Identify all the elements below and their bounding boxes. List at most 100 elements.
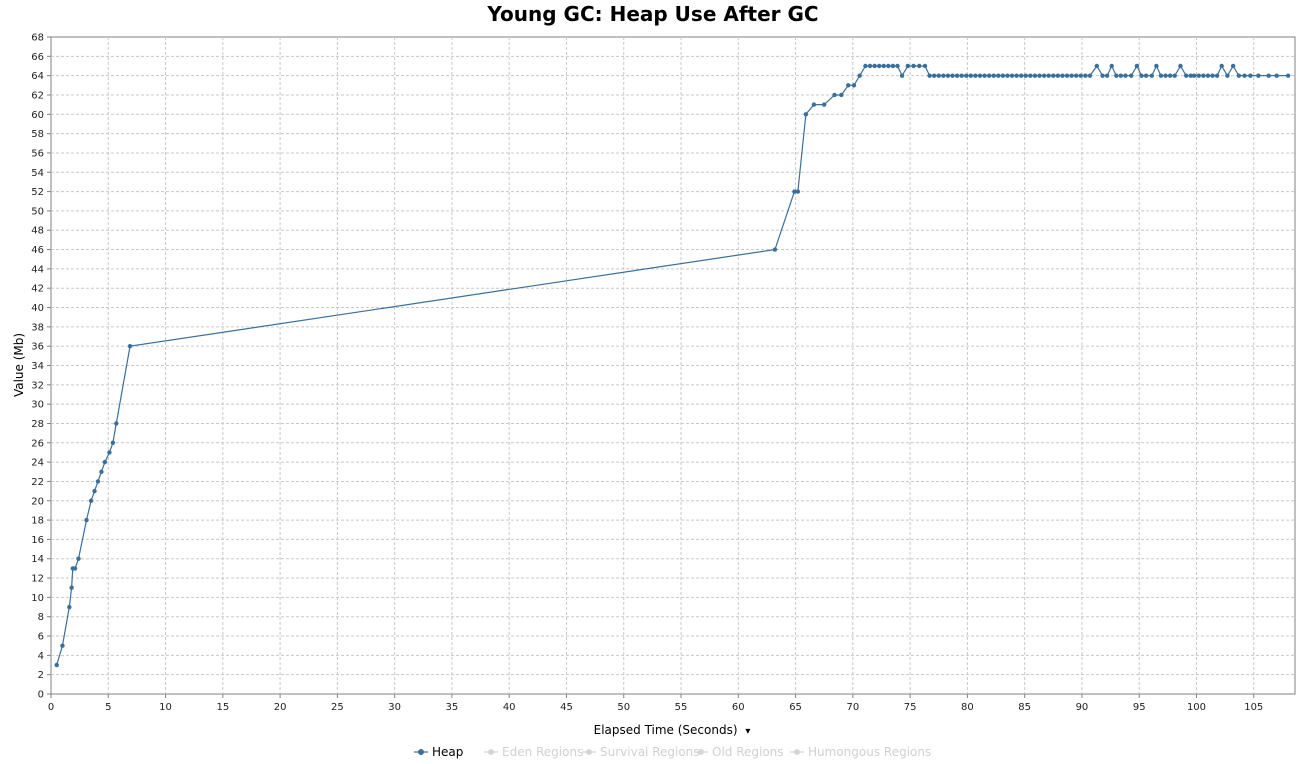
data-point[interactable] (107, 450, 112, 455)
data-point[interactable] (1114, 73, 1119, 78)
data-point[interactable] (1274, 73, 1279, 78)
data-point[interactable] (54, 662, 59, 668)
data-point[interactable] (69, 585, 74, 590)
data-point[interactable] (1167, 73, 1173, 78)
legend-item-eden-regions[interactable]: Eden Regions (484, 745, 583, 759)
data-point[interactable] (872, 63, 877, 69)
data-point[interactable] (772, 247, 778, 252)
data-point[interactable] (1248, 73, 1253, 78)
data-point[interactable] (1163, 73, 1168, 78)
data-point[interactable] (99, 469, 104, 474)
data-point[interactable] (1014, 73, 1019, 78)
data-point[interactable] (832, 92, 837, 98)
data-point[interactable] (1230, 63, 1236, 69)
data-point[interactable] (1055, 73, 1061, 78)
data-point[interactable] (876, 63, 882, 69)
data-point[interactable] (1192, 73, 1197, 78)
data-point[interactable] (964, 73, 969, 78)
legend-item-humongous-regions[interactable]: Humongous Regions (790, 745, 931, 759)
data-point[interactable] (1094, 63, 1100, 69)
x-axis-title[interactable]: Elapsed Time (Seconds) ▾ (594, 723, 751, 737)
data-point[interactable] (931, 73, 937, 78)
data-point[interactable] (1214, 73, 1220, 78)
data-point[interactable] (996, 73, 1001, 78)
data-point[interactable] (1019, 73, 1024, 78)
data-point[interactable] (1219, 63, 1224, 69)
data-point[interactable] (1266, 73, 1271, 78)
data-point[interactable] (1188, 73, 1193, 78)
data-point[interactable] (959, 73, 964, 78)
data-point[interactable] (1123, 73, 1128, 78)
data-point[interactable] (1028, 73, 1033, 78)
data-point[interactable] (1041, 73, 1047, 78)
data-point[interactable] (986, 73, 992, 78)
data-point[interactable] (795, 189, 801, 194)
data-point[interactable] (76, 556, 81, 561)
data-point[interactable] (1051, 73, 1056, 78)
legend-item-old-regions[interactable]: Old Regions (694, 745, 784, 759)
data-point[interactable] (1046, 73, 1051, 78)
data-point[interactable] (1149, 73, 1155, 78)
data-point[interactable] (1134, 63, 1140, 69)
data-point[interactable] (1129, 73, 1134, 78)
data-point[interactable] (1087, 73, 1093, 78)
data-point[interactable] (1205, 73, 1211, 78)
data-point[interactable] (1064, 73, 1070, 78)
data-point[interactable] (60, 643, 65, 648)
data-point[interactable] (1060, 73, 1065, 78)
data-point[interactable] (1183, 73, 1189, 78)
data-point[interactable] (822, 102, 827, 107)
data-point[interactable] (863, 63, 868, 69)
data-point[interactable] (1196, 73, 1201, 78)
data-point[interactable] (922, 63, 928, 69)
data-point[interactable] (1023, 73, 1029, 78)
data-point[interactable] (84, 517, 89, 523)
data-point[interactable] (1256, 73, 1261, 78)
data-point[interactable] (867, 63, 873, 69)
data-point[interactable] (1074, 73, 1079, 78)
data-point[interactable] (127, 343, 133, 349)
legend-item-heap[interactable]: Heap (414, 745, 463, 759)
data-point[interactable] (803, 112, 809, 117)
data-point[interactable] (95, 479, 101, 484)
data-point[interactable] (911, 63, 916, 69)
data-point[interactable] (102, 459, 108, 465)
data-point[interactable] (927, 73, 932, 78)
data-point[interactable] (917, 63, 922, 69)
data-point[interactable] (1104, 73, 1110, 78)
data-point[interactable] (1118, 73, 1124, 78)
data-point[interactable] (851, 83, 857, 88)
data-point[interactable] (1285, 73, 1291, 78)
data-point[interactable] (1172, 73, 1177, 78)
data-point[interactable] (846, 83, 851, 88)
data-point[interactable] (950, 73, 955, 78)
data-point[interactable] (977, 73, 983, 78)
data-point[interactable] (982, 73, 987, 78)
data-point[interactable] (1100, 73, 1105, 78)
data-point[interactable] (973, 73, 978, 78)
data-point[interactable] (954, 73, 960, 78)
data-point[interactable] (839, 92, 844, 98)
data-point[interactable] (811, 102, 817, 107)
data-point[interactable] (1083, 73, 1088, 78)
data-point[interactable] (881, 63, 886, 69)
data-point[interactable] (1154, 63, 1159, 69)
data-point[interactable] (886, 63, 891, 69)
data-point[interactable] (1005, 73, 1010, 78)
data-point[interactable] (1201, 73, 1206, 78)
data-point[interactable] (67, 604, 72, 610)
data-point[interactable] (857, 73, 862, 78)
data-point[interactable] (1178, 63, 1183, 69)
data-point[interactable] (1078, 73, 1083, 78)
data-point[interactable] (1000, 73, 1006, 78)
data-point[interactable] (968, 73, 974, 78)
data-point[interactable] (899, 73, 905, 78)
data-point[interactable] (1210, 73, 1215, 78)
data-point[interactable] (1158, 73, 1164, 78)
data-point[interactable] (88, 498, 94, 503)
data-point[interactable] (941, 73, 946, 78)
data-point[interactable] (114, 421, 119, 426)
legend-item-survival-regions[interactable]: Survival Regions (582, 745, 700, 759)
data-point[interactable] (895, 63, 900, 69)
data-point[interactable] (1009, 73, 1015, 78)
